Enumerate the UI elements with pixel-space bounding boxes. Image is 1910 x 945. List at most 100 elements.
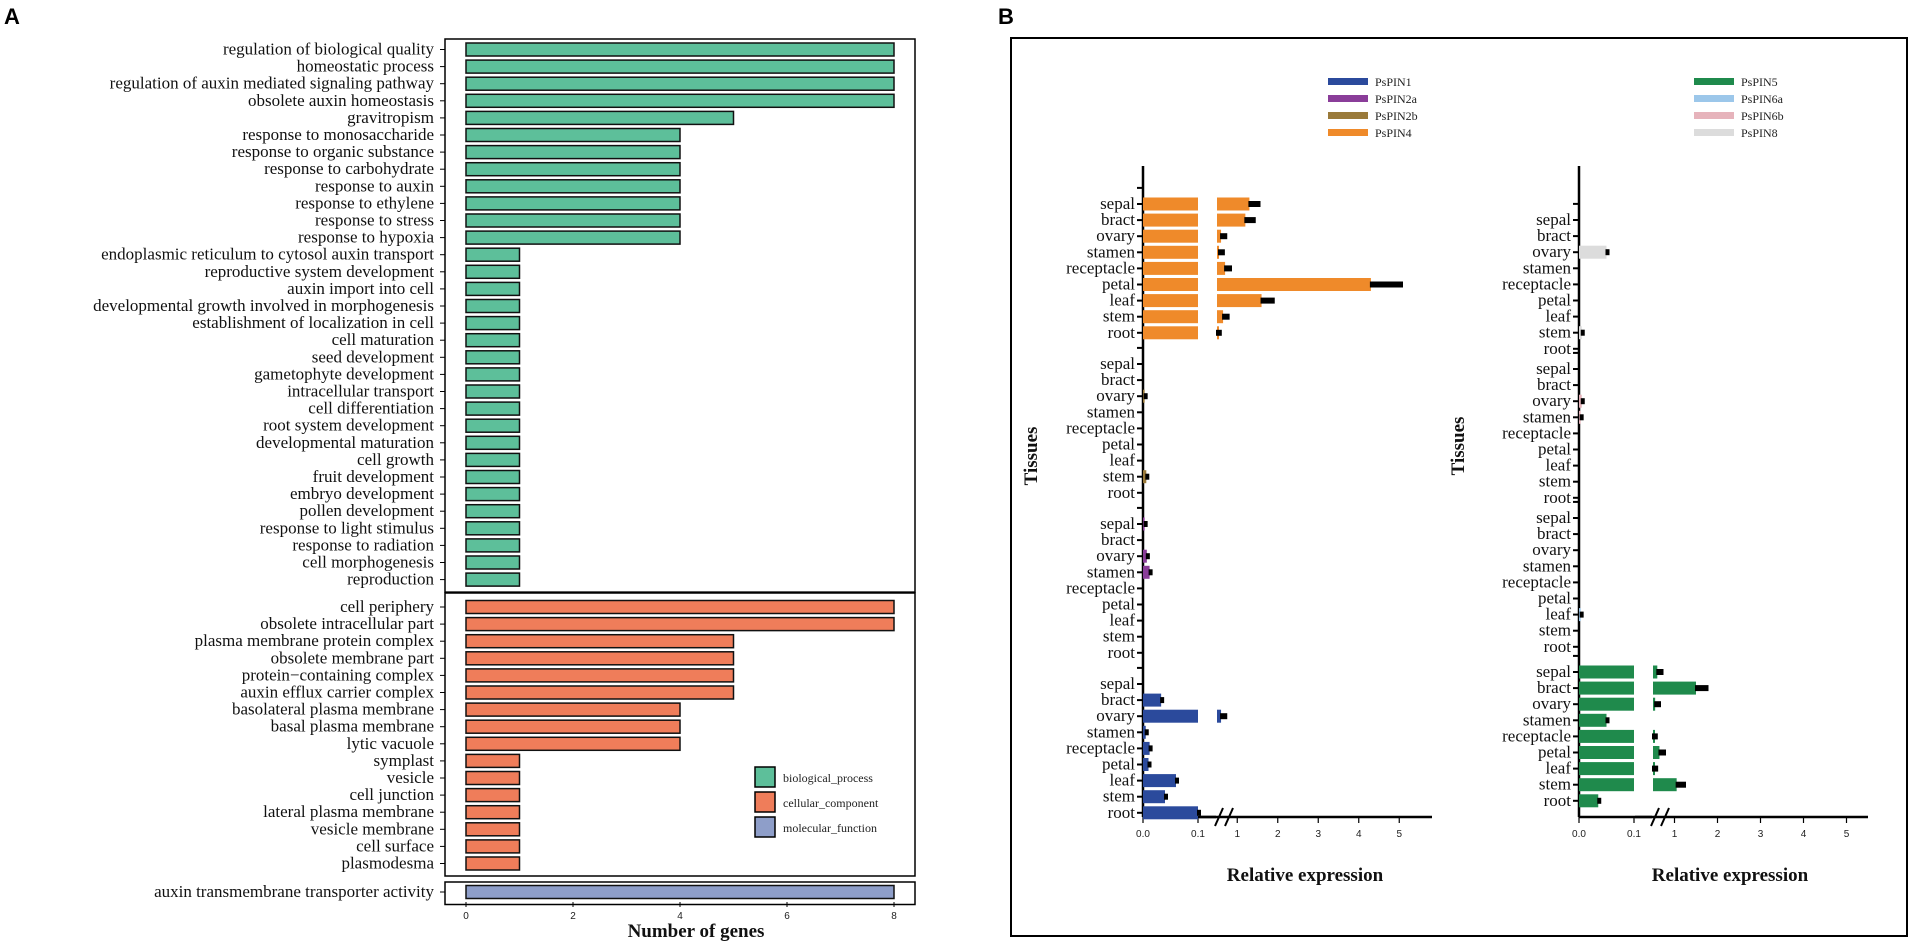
tissue-label-petal: petal xyxy=(1102,755,1135,774)
bar-pspin5-ovary-low xyxy=(1579,697,1634,711)
category-label: intracellular transport xyxy=(287,382,434,401)
tissue-label-sepal: sepal xyxy=(1536,508,1571,527)
bar-root-system-development xyxy=(465,418,521,433)
xtick-label: 3 xyxy=(1315,829,1321,840)
tissue-label-leaf: leaf xyxy=(1546,307,1572,326)
bar-response-to-auxin xyxy=(465,179,681,194)
xtick-label: 2 xyxy=(1715,829,1721,840)
error-bar xyxy=(1144,729,1149,736)
tissue-label-stamen: stamen xyxy=(1523,710,1572,729)
bar-cell-periphery xyxy=(465,599,895,615)
error-bar xyxy=(1605,717,1610,724)
bar-pspin4-ovary-low xyxy=(1143,229,1198,243)
panel-label-a: A xyxy=(4,4,20,29)
xtick-label: 0.0 xyxy=(1136,829,1150,840)
tissue-label-root: root xyxy=(1108,803,1136,822)
bar-obsolete-intracellular-part xyxy=(465,616,895,632)
legend-swatch-pspin4 xyxy=(1328,129,1368,136)
bar-gametophyte-development xyxy=(465,367,521,382)
tissue-label-sepal: sepal xyxy=(1100,514,1135,533)
bar-obsolete-auxin-homeostasis xyxy=(465,93,895,109)
bar-response-to-carbohydrate xyxy=(465,161,681,177)
bar-pspin5-sepal-low xyxy=(1579,665,1634,679)
legend-swatch-pspin2a xyxy=(1328,95,1368,102)
tissue-label-receptacle: receptacle xyxy=(1502,274,1571,293)
category-label: endoplasmic reticulum to cytosol auxin t… xyxy=(101,245,434,264)
tissue-label-sepal: sepal xyxy=(1100,674,1135,693)
category-label: developmental growth involved in morphog… xyxy=(93,296,434,315)
legend-label: PsPIN4 xyxy=(1375,126,1412,140)
bar-pspin1-stem xyxy=(1143,790,1165,804)
tissue-label-sepal: sepal xyxy=(1100,194,1135,213)
error-bar xyxy=(1605,249,1610,256)
tissue-label-stem: stem xyxy=(1103,627,1135,646)
category-label: cell morphogenesis xyxy=(302,553,434,572)
bar-pspin1-stamen xyxy=(1143,725,1146,739)
legend-label: PsPIN1 xyxy=(1375,75,1412,89)
bar-reproductive-system-development xyxy=(465,264,521,280)
bar-pspin1-leaf xyxy=(1143,774,1176,788)
bar-pspin5-stem-high xyxy=(1653,778,1677,792)
category-label: reproduction xyxy=(347,570,434,589)
error-bar xyxy=(1164,793,1168,800)
xtick-label: 1 xyxy=(1234,829,1240,840)
bar-seed-development xyxy=(465,350,521,365)
bar-protein-containing-complex xyxy=(465,668,735,683)
tissue-label-receptacle: receptacle xyxy=(1066,738,1135,757)
tissue-label-stem: stem xyxy=(1103,307,1135,326)
bar-vesicle-membrane xyxy=(465,822,521,837)
x-axis-title: Relative expression xyxy=(1227,865,1384,886)
bar-intracellular-transport xyxy=(465,384,521,399)
xtick-label: 0.1 xyxy=(1191,829,1205,840)
xtick-label: 5 xyxy=(1844,829,1850,840)
bar-pspin5-receptacle-low xyxy=(1579,729,1634,743)
tissue-label-ovary: ovary xyxy=(1532,540,1571,559)
category-label: plasmodesma xyxy=(341,854,434,873)
tissue-label-stem: stem xyxy=(1539,472,1571,491)
bar-basal-plasma-membrane xyxy=(465,719,681,734)
error-bar xyxy=(1147,761,1152,768)
error-bar xyxy=(1695,685,1709,692)
legend-swatch-pspin6b xyxy=(1694,112,1734,119)
category-label: obsolete auxin homeostasis xyxy=(248,91,434,110)
bar-pspin8-stem xyxy=(1579,326,1582,340)
bar-pspin4-receptacle-low xyxy=(1143,261,1198,275)
bar-response-to-ethylene xyxy=(465,196,681,211)
category-label: homeostatic process xyxy=(297,57,434,76)
tissue-label-root: root xyxy=(1108,643,1136,662)
xtick-label: 5 xyxy=(1396,829,1402,840)
legend-label: molecular_function xyxy=(783,821,877,835)
bar-response-to-monosaccharide xyxy=(465,127,681,143)
tissue-label-receptacle: receptacle xyxy=(1066,418,1135,437)
legend-label: cellular_component xyxy=(783,796,879,810)
legend-label: PsPIN6b xyxy=(1741,109,1784,123)
error-bar xyxy=(1652,733,1658,740)
xtick-label: 0.1 xyxy=(1627,829,1641,840)
category-label: auxin efflux carrier complex xyxy=(240,683,434,702)
bar-response-to-light-stimulus xyxy=(465,521,521,536)
bar-homeostatic-process xyxy=(465,59,895,74)
legend-swatch-biological-process xyxy=(754,766,776,788)
bar-pspin5-sepal-high xyxy=(1653,665,1658,679)
tissue-label-stamen: stamen xyxy=(1523,258,1572,277)
tissue-label-bract: bract xyxy=(1537,524,1571,543)
bar-lytic-vacuole xyxy=(465,736,681,752)
error-bar xyxy=(1260,297,1275,304)
bar-pspin5-leaf-low xyxy=(1579,762,1634,776)
category-label: fruit development xyxy=(313,467,435,486)
tissue-label-root: root xyxy=(1544,637,1572,656)
tissue-label-bract: bract xyxy=(1101,530,1135,549)
category-label: auxin transmembrane transporter activity xyxy=(154,882,434,901)
category-label: response to organic substance xyxy=(232,142,434,161)
bar-pspin4-petal-high xyxy=(1217,278,1371,291)
y-axis-title: Tissues xyxy=(1448,417,1469,476)
legend-swatch-cellular-component xyxy=(754,791,776,813)
tissue-label-leaf: leaf xyxy=(1546,456,1572,475)
category-label: vesicle xyxy=(387,768,434,787)
error-bar xyxy=(1675,781,1686,788)
category-label: seed development xyxy=(312,347,435,366)
category-label: reproductive system development xyxy=(205,262,435,281)
tissue-label-ovary: ovary xyxy=(1532,242,1571,261)
tissue-label-stamen: stamen xyxy=(1087,722,1136,741)
